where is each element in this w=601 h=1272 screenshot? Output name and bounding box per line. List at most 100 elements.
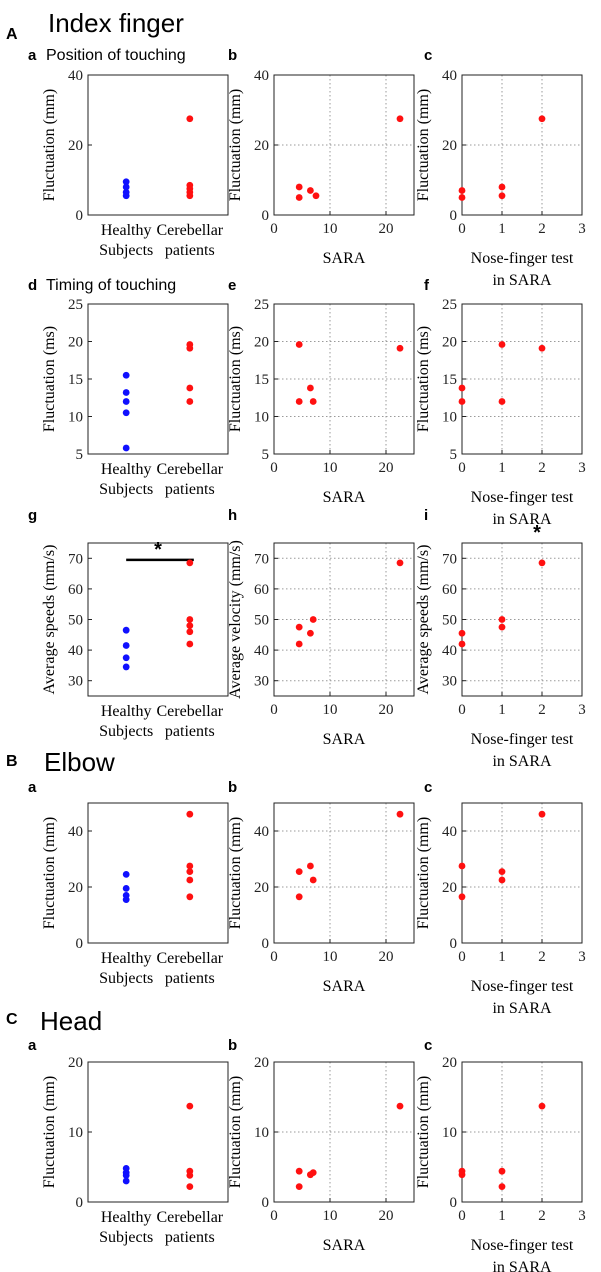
- y-axis-label: Average speeds (mm/s): [415, 545, 432, 695]
- y-tick-label: 0: [76, 208, 84, 224]
- x-tick-label: 10: [323, 460, 338, 476]
- data-point: [458, 194, 466, 201]
- data-point: [186, 810, 194, 818]
- plot-frame: [273, 802, 415, 944]
- data-point: [458, 893, 466, 901]
- y-tick-label: 20: [442, 138, 457, 154]
- x-tick-label: 20: [379, 702, 394, 718]
- y-tick-label: 0: [450, 208, 458, 224]
- plot-frame: [87, 303, 229, 455]
- x-tick-label: 0: [270, 460, 278, 476]
- x-tick-label: 1: [498, 460, 506, 476]
- category-label: Healthy: [101, 703, 152, 720]
- data-point: [396, 115, 404, 123]
- data-point: [307, 384, 314, 392]
- category-label: Healthy: [101, 222, 152, 239]
- panel-letter: b: [228, 779, 237, 796]
- y-tick-label: 20: [254, 138, 269, 154]
- y-tick-label: 50: [68, 613, 83, 629]
- panel-subtitle: Position of touching: [46, 47, 186, 64]
- category-label: patients: [165, 481, 215, 498]
- data-point: [498, 876, 506, 884]
- y-tick-label: 50: [254, 613, 269, 629]
- y-axis-label: Fluctuation (mm): [227, 817, 244, 929]
- x-tick-label: 10: [323, 221, 338, 237]
- x-axis-label: Nose-finger test: [471, 489, 574, 506]
- x-axis-label: Nose-finger test: [471, 978, 574, 995]
- data-point: [396, 344, 404, 352]
- panel-letter: a: [28, 779, 37, 796]
- plot-frame: [87, 802, 229, 944]
- x-tick-label: 0: [270, 221, 278, 237]
- x-tick-label: 20: [379, 1208, 394, 1224]
- data-point: [396, 559, 404, 567]
- data-point: [122, 1165, 130, 1172]
- y-tick-label: 20: [254, 1055, 269, 1071]
- significance-star: *: [533, 522, 541, 544]
- data-point: [122, 371, 130, 379]
- y-axis-label: Fluctuation (mm): [415, 817, 432, 929]
- data-point: [122, 444, 130, 452]
- x-tick-label: 2: [538, 949, 546, 965]
- plot-frame: [87, 1061, 229, 1203]
- x-axis-label: SARA: [323, 489, 366, 506]
- data-point: [186, 640, 194, 648]
- data-point: [295, 183, 303, 191]
- data-point: [295, 398, 303, 405]
- x-axis-label: in SARA: [492, 1259, 552, 1272]
- data-point: [186, 559, 194, 567]
- x-tick-label: 2: [538, 702, 546, 718]
- data-point: [307, 629, 314, 637]
- x-tick-label: 3: [578, 460, 586, 476]
- y-tick-label: 0: [262, 936, 270, 952]
- x-axis-label: SARA: [323, 250, 366, 267]
- x-axis-label: in SARA: [492, 1000, 552, 1017]
- y-tick-label: 5: [450, 447, 458, 463]
- y-tick-label: 15: [254, 372, 269, 388]
- data-point: [295, 1167, 303, 1175]
- data-point: [295, 893, 303, 901]
- y-tick-label: 10: [254, 1125, 269, 1141]
- category-label: Subjects: [99, 970, 153, 987]
- panel-a-d: d Timing of touching 5 10 15 20 25 Healthy Subje…: [28, 277, 229, 498]
- panel-letter: h: [228, 507, 237, 524]
- x-tick-label: 10: [323, 702, 338, 718]
- category-label: patients: [165, 723, 215, 740]
- x-axis-label: Nose-finger test: [471, 1237, 574, 1254]
- y-tick-label: 10: [442, 410, 457, 426]
- data-point: [396, 810, 404, 818]
- category-label: Subjects: [99, 723, 153, 740]
- section-letter-b: B: [6, 753, 18, 770]
- data-point: [122, 642, 130, 649]
- panel-b-b: b 0 20 40 0 10 20 SARA Fluctuation (mm): [227, 779, 415, 995]
- x-tick-label: 0: [458, 221, 466, 237]
- data-point: [458, 398, 466, 405]
- data-point: [498, 616, 506, 623]
- y-tick-label: 60: [254, 582, 269, 598]
- category-label: Cerebellar: [157, 222, 224, 239]
- category-label: patients: [165, 242, 215, 259]
- y-axis-label: Fluctuation (mm): [41, 89, 58, 201]
- significance-star: *: [154, 539, 162, 561]
- x-axis-label: Nose-finger test: [471, 731, 574, 748]
- data-point: [122, 663, 130, 671]
- data-point: [498, 1183, 506, 1190]
- x-tick-label: 0: [270, 1208, 278, 1224]
- y-tick-label: 40: [254, 68, 269, 84]
- data-point: [498, 192, 506, 200]
- x-tick-label: 1: [498, 1208, 506, 1224]
- y-axis-label: Fluctuation (ms): [415, 326, 432, 432]
- data-point: [186, 893, 194, 901]
- data-point: [309, 1169, 317, 1176]
- data-point: [498, 398, 506, 405]
- y-tick-label: 0: [262, 208, 270, 224]
- data-point: [295, 640, 303, 648]
- panel-letter: c: [424, 47, 432, 64]
- category-label: Cerebellar: [157, 703, 224, 720]
- panel-letter: g: [28, 507, 37, 524]
- panels-container: a Position of touching02040HealthySubject…: [28, 47, 586, 1272]
